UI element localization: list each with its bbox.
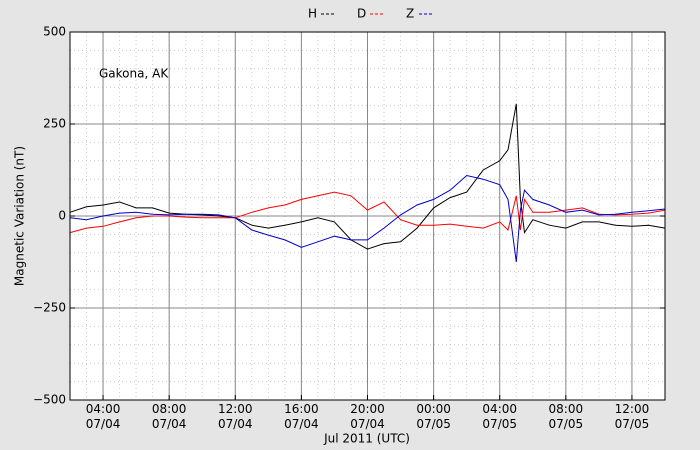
x-tick-label: 08:00 07/05 xyxy=(549,402,584,431)
x-tick-label: 12:00 07/04 xyxy=(218,402,253,431)
y-tick-label: 250 xyxy=(43,117,66,131)
series-line xyxy=(69,191,666,234)
x-tick-label: 04:00 07/05 xyxy=(482,402,517,431)
y-tick-label: −500 xyxy=(33,393,66,407)
legend-label: D xyxy=(357,7,366,21)
series-line xyxy=(69,103,666,250)
x-tick-label: 04:00 07/04 xyxy=(86,402,121,431)
legend-label: H xyxy=(308,7,317,21)
x-tick-label: 20:00 07/04 xyxy=(350,402,385,431)
x-tick-label: 12:00 07/05 xyxy=(615,402,650,431)
y-tick-label: 0 xyxy=(58,209,66,223)
lines xyxy=(69,103,666,263)
y-tick-label: 500 xyxy=(43,25,66,39)
x-tick-label: 00:00 07/05 xyxy=(416,402,451,431)
x-axis-label: Jul 2011 (UTC) xyxy=(323,432,410,446)
y-tick-label: −250 xyxy=(33,301,66,315)
series-line xyxy=(69,174,666,263)
legend-label: Z xyxy=(406,7,414,21)
x-tick-label: 16:00 07/04 xyxy=(284,402,319,431)
x-tick-label: 08:00 07/04 xyxy=(152,402,187,431)
y-axis-label: Magnetic Variation (nT) xyxy=(13,146,27,286)
annotation: Gakona, AK xyxy=(99,67,169,81)
